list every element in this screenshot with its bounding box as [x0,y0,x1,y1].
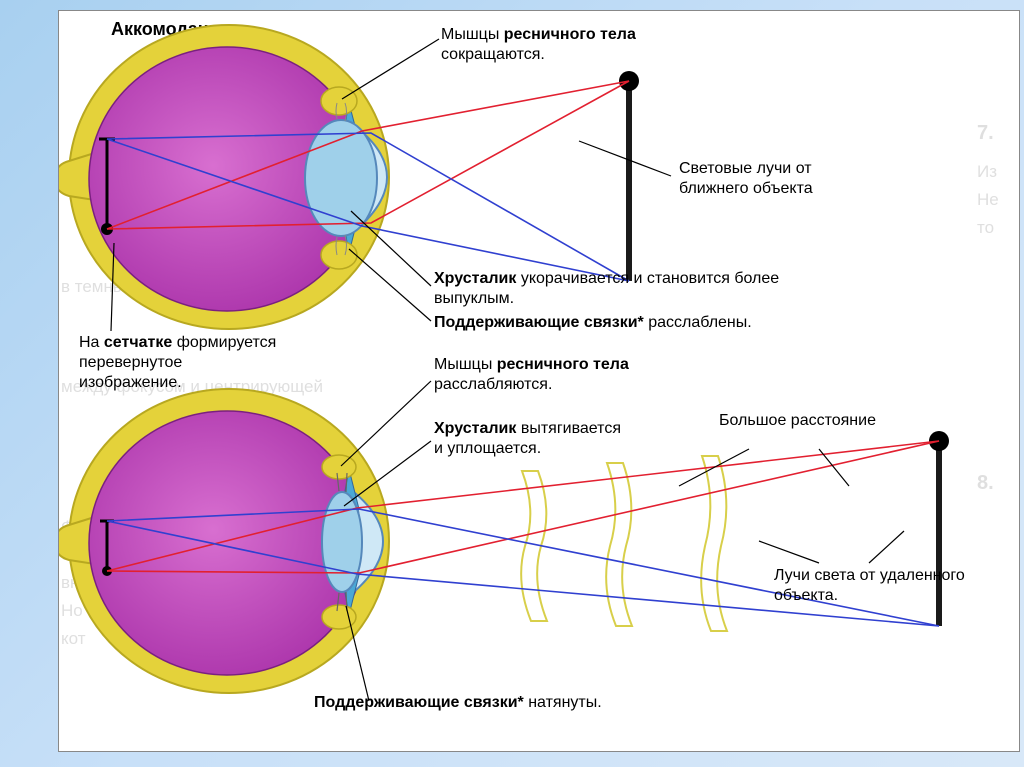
bleed-text: Из [977,161,997,182]
label-ligaments-relaxed: Поддерживающие связки* расслаблены. [434,313,954,333]
bleed-text: в темных большого размера [61,276,361,297]
label-ciliary-contract: Мышцы ресничного тела сокращаются. [441,25,671,65]
bleed-text: око [61,544,141,565]
bleed-text: то [977,217,994,238]
title: Аккомодация [111,19,230,40]
label-lens-flat: Хрусталик вытягивается и уплощается. [434,419,634,459]
label-ligaments-tense: Поддерживающие связки* натянуты. [314,693,734,713]
near-object [619,71,639,281]
bleed-text: Не [977,189,999,210]
label-ciliary-relax: Мышцы ресничного тела расслабляются. [434,355,734,395]
label-near-rays: Световые лучи от ближнего объекта [679,159,879,199]
rays-near [107,81,629,281]
label-lens-convex: Хрусталик укорачивается и становится бол… [434,269,854,309]
bleed-text: кот [61,628,141,649]
bleed-text: 7. [977,121,994,146]
bleed-text: вну [61,572,141,593]
distance-breaks [521,456,727,631]
bleed-text: 8. [977,471,994,496]
page: Аккомодация в темных большого размера ме… [58,10,1020,752]
label-large-distance: Большое расстояние [719,411,919,431]
label-far-rays: Лучи света от удаленного объекта. [774,566,974,606]
label-retina-image: На сетчатке формируется перевернутое изо… [79,333,279,393]
bleed-text: Фо [61,516,141,537]
bleed-text: Но [61,600,141,621]
